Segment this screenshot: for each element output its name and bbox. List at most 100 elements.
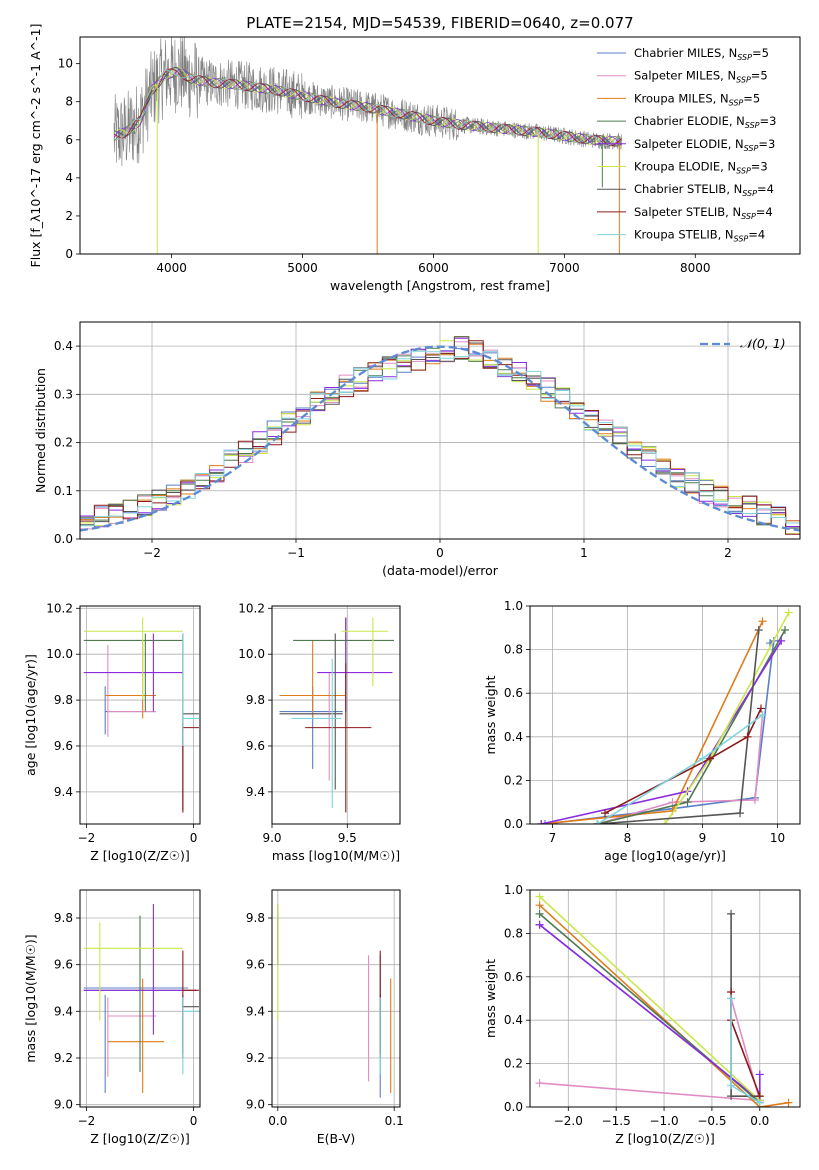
y-tick-label: 9.6 bbox=[246, 958, 265, 972]
y-tick-label: 9.6 bbox=[54, 958, 73, 972]
x-tick-label: −1.0 bbox=[649, 1114, 678, 1128]
y-tick-label: 4 bbox=[65, 171, 73, 185]
weight-marker bbox=[727, 1081, 736, 1090]
y-axis-label: Normed distribution bbox=[33, 368, 48, 493]
weight-marker bbox=[727, 994, 736, 1003]
y-axis-label: Flux [f_λ10^-17 erg cm^-2 s^-1 A^-1] bbox=[28, 24, 43, 268]
y-tick-label: 9.0 bbox=[246, 1098, 265, 1112]
weight-marker bbox=[781, 625, 789, 634]
legend-label: Salpeter STELIB, NSSP=4 bbox=[634, 205, 773, 221]
plot-area bbox=[83, 617, 199, 813]
model-spectrum bbox=[113, 69, 622, 146]
x-tick-label: 10 bbox=[770, 831, 785, 845]
y-tick-label: 0.6 bbox=[504, 970, 523, 984]
y-tick-label: 0.1 bbox=[54, 484, 73, 498]
weight-marker bbox=[537, 820, 546, 824]
chart-mass-vs-EBV: 0.0 0.1 9.0 9.2 9.4 9.6 9.8 E(B-V) bbox=[246, 889, 404, 1146]
y-tick-label: 0.2 bbox=[504, 1057, 523, 1071]
weight-marker bbox=[784, 608, 793, 617]
axes-frame bbox=[79, 889, 201, 1108]
weight-marker bbox=[736, 809, 744, 818]
y-tick-label: 0.4 bbox=[504, 1013, 523, 1027]
x-tick-label: 5000 bbox=[287, 261, 318, 275]
y-tick-label: 9.6 bbox=[54, 739, 73, 753]
plot-area bbox=[537, 608, 793, 824]
weight-marker bbox=[593, 820, 602, 824]
weight-line bbox=[597, 714, 764, 824]
weight-line bbox=[597, 629, 786, 824]
model-spectrum bbox=[113, 71, 623, 146]
weight-line bbox=[539, 904, 789, 1107]
y-axis-label: mass weight bbox=[483, 675, 498, 754]
y-tick-label: 0.4 bbox=[54, 339, 73, 353]
weight-marker bbox=[601, 809, 609, 818]
weight-marker bbox=[755, 1070, 764, 1079]
weight-line bbox=[539, 998, 761, 1102]
x-tick-label: 0.1 bbox=[385, 1114, 404, 1128]
axes-frame bbox=[79, 605, 201, 825]
weight-marker bbox=[668, 798, 677, 807]
plot-area bbox=[113, 37, 623, 254]
y-tick-label: 9.4 bbox=[246, 1004, 265, 1018]
axes-frame bbox=[271, 889, 401, 1108]
weight-marker bbox=[706, 754, 714, 763]
y-tick-label: 9.4 bbox=[54, 785, 73, 799]
x-tick-label: 9 bbox=[699, 831, 707, 845]
residual-histogram bbox=[80, 350, 800, 527]
x-tick-label: −1.5 bbox=[602, 1114, 631, 1128]
axes-frame bbox=[529, 605, 801, 825]
weight-marker bbox=[535, 909, 544, 918]
x-tick-label: −2.0 bbox=[554, 1114, 583, 1128]
x-tick-label: 6000 bbox=[418, 261, 449, 275]
weight-line bbox=[539, 895, 761, 1102]
axes-frame bbox=[79, 36, 801, 255]
figure-title: PLATE=2154, MJD=54539, FIBERID=0640, z=0… bbox=[246, 14, 633, 32]
x-axis-label: wavelength [Angstrom, rest frame] bbox=[330, 278, 550, 293]
x-tick-label: −0.5 bbox=[697, 1114, 726, 1128]
chart-weight-vs-Z: −2.0 −1.5 −1.0 −0.5 0.0 0.0 0.2 0.4 0.6 0.8 1.0 Z [… bbox=[483, 883, 801, 1146]
x-axis-label: Z [log10(Z/Z☉)] bbox=[90, 848, 190, 863]
x-tick-label: −2 bbox=[78, 831, 96, 845]
legend: Chabrier MILES, NSSP=5 Salpeter MILES, NS… bbox=[597, 46, 776, 244]
y-tick-label: 9.8 bbox=[246, 911, 265, 925]
y-axis-label: mass weight bbox=[483, 959, 498, 1038]
x-tick-label: 0 bbox=[190, 831, 198, 845]
legend: 𝒩(0, 1) bbox=[700, 336, 786, 351]
weight-marker bbox=[535, 1079, 544, 1088]
x-tick-label: −2 bbox=[78, 1114, 96, 1128]
y-tick-label: 10.0 bbox=[46, 647, 73, 661]
x-axis-label: E(B-V) bbox=[317, 1131, 356, 1146]
x-tick-label: 9.5 bbox=[338, 831, 357, 845]
weight-marker bbox=[743, 732, 752, 741]
y-tick-label: 9.6 bbox=[246, 739, 265, 753]
weight-marker bbox=[784, 1098, 793, 1107]
x-tick-label: −2 bbox=[143, 546, 161, 560]
model-spectrum bbox=[113, 68, 623, 146]
chart-age-vs-Z: −2 0 9.4 9.6 9.8 10.0 10.2 Z [log10(Z/Z☉)] age [… bbox=[23, 601, 201, 863]
y-tick-label: 0 bbox=[65, 247, 73, 261]
axes-frame bbox=[271, 605, 401, 825]
y-tick-label: 9.0 bbox=[54, 1098, 73, 1112]
axes-frame bbox=[79, 321, 801, 540]
x-axis-label: age [log10(age/yr)] bbox=[604, 848, 726, 863]
weight-marker bbox=[535, 892, 544, 901]
y-tick-label: 10.2 bbox=[238, 601, 265, 615]
weight-marker bbox=[755, 1098, 764, 1107]
y-tick-label: 0.0 bbox=[504, 1100, 523, 1114]
y-tick-label: 0.8 bbox=[504, 643, 523, 657]
y-axis-label: mass [log10(M/M☉)] bbox=[23, 934, 38, 1062]
weight-marker bbox=[541, 820, 549, 824]
plot-area bbox=[277, 904, 392, 1098]
x-axis-label: mass [log10(M/M☉)] bbox=[272, 848, 400, 863]
model-spectrum bbox=[113, 68, 623, 147]
x-axis-label: (data-model)/error bbox=[382, 563, 499, 578]
axes-frame bbox=[529, 889, 801, 1108]
legend-label: Chabrier MILES, NSSP=5 bbox=[634, 46, 769, 62]
weight-marker bbox=[535, 901, 544, 910]
x-axis-label: Z [log10(Z/Z☉)] bbox=[90, 1131, 190, 1146]
x-tick-label: 7000 bbox=[549, 261, 580, 275]
y-tick-label: 0.8 bbox=[504, 926, 523, 940]
weight-line bbox=[597, 629, 760, 824]
chart-age-vs-mass: 9.0 9.5 9.4 9.6 9.8 10.0 10.2 mass [log10(M/M☉)… bbox=[238, 601, 401, 863]
